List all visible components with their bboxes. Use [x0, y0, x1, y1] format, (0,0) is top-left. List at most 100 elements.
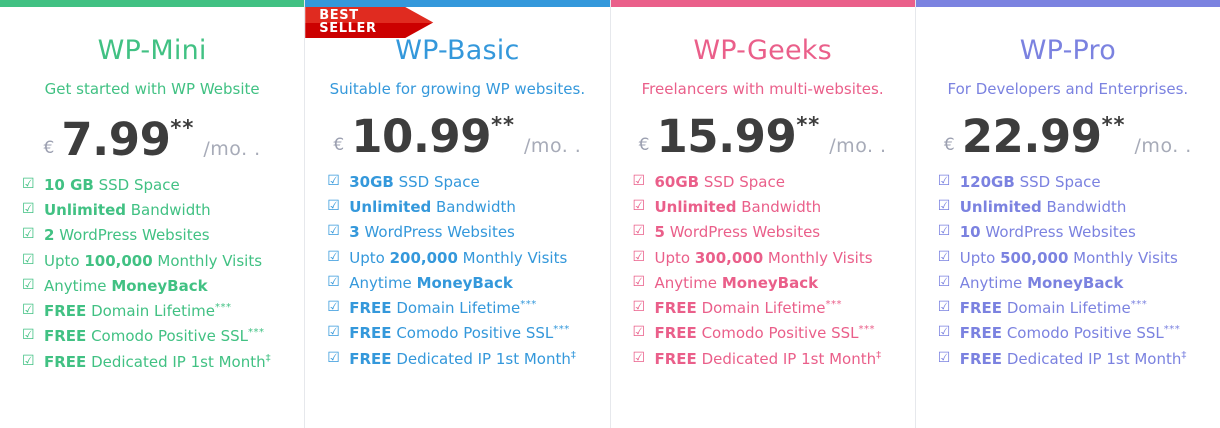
plan-price-row: €7.99 ** /mo. . — [18, 115, 286, 162]
feature-rest: SSD Space — [93, 175, 180, 194]
feature-item: ☑ FREE Dedicated IP 1st Month‡ — [938, 349, 1202, 369]
check-icon: ☑ — [327, 248, 340, 265]
plan-price-row: €22.99 ** /mo. . — [934, 113, 1202, 159]
feature-highlight: MoneyBack — [721, 273, 819, 292]
feature-highlight: MoneyBack — [1027, 273, 1124, 292]
feature-item: ☑ FREE Dedicated IP 1st Month‡ — [22, 352, 286, 372]
feature-highlight: FREE — [44, 302, 87, 321]
feature-footnote-marker: ‡ — [265, 352, 272, 364]
feature-highlight: FREE — [44, 327, 87, 346]
feature-rest: Comodo Positive SSL — [86, 327, 248, 346]
feature-label: FREE Dedicated IP 1st Month‡ — [655, 350, 882, 368]
plan-body: WP-Pro For Developers and Enterprises. €22… — [916, 0, 1220, 428]
check-icon: ☑ — [327, 324, 340, 341]
plan-tagline: For Developers and Enterprises. — [947, 79, 1189, 98]
feature-footnote-marker: *** — [825, 299, 842, 311]
plan-column-wp-mini[interactable]: WP-Mini Get started with WP Website €7.99 *… — [0, 0, 306, 428]
plan-tagline: Freelancers with multi-websites. — [641, 79, 884, 98]
feature-item: ☑ Upto 100,000 Monthly Visits — [22, 251, 286, 271]
feature-prefix: Upto — [959, 248, 1001, 267]
feature-highlight: 10 GB — [44, 175, 94, 194]
feature-label: 10 GB SSD Space — [44, 176, 180, 194]
feature-highlight: FREE — [349, 299, 392, 318]
feature-rest: Domain Lifetime — [86, 302, 215, 321]
feature-label: FREE Dedicated IP 1st Month‡ — [960, 350, 1187, 368]
feature-label: 30GB SSD Space — [349, 173, 479, 191]
feature-highlight: Unlimited — [44, 201, 126, 220]
feature-item: ☑ FREE Comodo Positive SSL*** — [22, 326, 286, 346]
currency-symbol: € — [943, 134, 955, 155]
feature-item: ☑ FREE Domain Lifetime*** — [938, 298, 1202, 318]
plan-accent-bar — [305, 0, 610, 7]
plan-name: WP-Basic — [395, 35, 520, 66]
feature-rest: Bandwidth — [431, 198, 516, 217]
feature-label: Upto 500,000 Monthly Visits — [960, 249, 1178, 267]
plan-column-wp-pro[interactable]: WP-Pro For Developers and Enterprises. €22… — [915, 0, 1220, 428]
feature-label: Upto 100,000 Monthly Visits — [44, 252, 262, 270]
price-footnote-asterisks: ** — [491, 112, 516, 137]
feature-footnote-marker: *** — [1163, 324, 1181, 336]
feature-label: Unlimited Bandwidth — [349, 198, 516, 216]
feature-item: ☑ FREE Domain Lifetime*** — [22, 301, 286, 321]
feature-rest: Dedicated IP 1st Month — [696, 349, 877, 368]
plan-column-wp-geeks[interactable]: WP-Geeks Freelancers with multi-websites.… — [610, 0, 916, 428]
feature-label: FREE Dedicated IP 1st Month‡ — [349, 350, 576, 368]
plan-feature-list: ☑ 30GB SSD Space ☑ Unlimited Bandwidth ☑ 3 Wo… — [323, 172, 591, 369]
feature-label: Anytime MoneyBack — [349, 274, 513, 292]
feature-rest: WordPress Websites — [664, 223, 821, 242]
plan-body: BEST SELLER WP-Basic Suitable for growing … — [305, 0, 609, 428]
currency-symbol: € — [638, 134, 650, 155]
plan-price-amount: 15.99 — [656, 109, 797, 163]
feature-rest: Comodo Positive SSL — [391, 324, 554, 343]
check-icon: ☑ — [632, 273, 646, 290]
feature-label: Unlimited Bandwidth — [44, 201, 211, 219]
feature-highlight: FREE — [959, 299, 1003, 318]
feature-rest: Domain Lifetime — [391, 299, 521, 318]
feature-label: FREE Comodo Positive SSL*** — [44, 327, 264, 345]
feature-highlight: 2 — [44, 226, 55, 245]
feature-highlight: Unlimited — [959, 198, 1042, 217]
plan-name: WP-Geeks — [693, 35, 832, 66]
feature-item: ☑ Upto 500,000 Monthly Visits — [938, 248, 1202, 268]
feature-item: ☑ 60GB SSD Space — [633, 172, 897, 192]
feature-label: Unlimited Bandwidth — [655, 198, 822, 216]
check-icon: ☑ — [327, 223, 340, 240]
feature-rest: Monthly Visits — [763, 248, 873, 267]
feature-item: ☑ Anytime MoneyBack — [938, 273, 1202, 293]
feature-rest: Comodo Positive SSL — [696, 324, 859, 343]
feature-label: Upto 300,000 Monthly Visits — [655, 249, 873, 267]
feature-item: ☑ 10 WordPress Websites — [938, 222, 1202, 242]
check-icon: ☑ — [937, 172, 951, 189]
plan-column-wp-basic[interactable]: BEST SELLER WP-Basic Suitable for growing … — [305, 0, 611, 428]
check-icon: ☑ — [632, 324, 646, 341]
feature-footnote-marker: *** — [247, 327, 265, 339]
plan-accent-bar — [0, 0, 305, 7]
feature-highlight: FREE — [654, 324, 697, 343]
feature-item: ☑ 5 WordPress Websites — [633, 222, 897, 242]
feature-rest: Domain Lifetime — [696, 299, 826, 318]
feature-label: 60GB SSD Space — [655, 173, 785, 191]
check-icon: ☑ — [22, 302, 35, 319]
plan-accent-bar — [610, 0, 915, 7]
plan-accent-bar — [915, 0, 1220, 7]
feature-highlight: MoneyBack — [416, 273, 513, 292]
plan-price-amount: 10.99 — [351, 109, 492, 163]
check-icon: ☑ — [937, 299, 951, 316]
plan-body: WP-Mini Get started with WP Website €7.99 *… — [0, 0, 304, 428]
check-icon: ☑ — [22, 201, 35, 218]
feature-item: ☑ Unlimited Bandwidth — [633, 197, 897, 217]
check-icon: ☑ — [632, 172, 646, 189]
feature-item: ☑ Unlimited Bandwidth — [22, 200, 286, 220]
feature-highlight: FREE — [654, 349, 697, 368]
price-footnote-asterisks: ** — [170, 115, 195, 140]
feature-highlight: FREE — [44, 352, 87, 371]
feature-label: FREE Comodo Positive SSL*** — [960, 324, 1180, 342]
feature-item: ☑ 120GB SSD Space — [938, 172, 1202, 192]
feature-item: ☑ Upto 300,000 Monthly Visits — [633, 248, 897, 268]
feature-prefix: Upto — [44, 251, 85, 270]
check-icon: ☑ — [937, 223, 951, 240]
check-icon: ☑ — [937, 349, 951, 366]
feature-highlight: FREE — [349, 349, 392, 368]
plan-tagline: Suitable for growing WP websites. — [329, 79, 586, 98]
